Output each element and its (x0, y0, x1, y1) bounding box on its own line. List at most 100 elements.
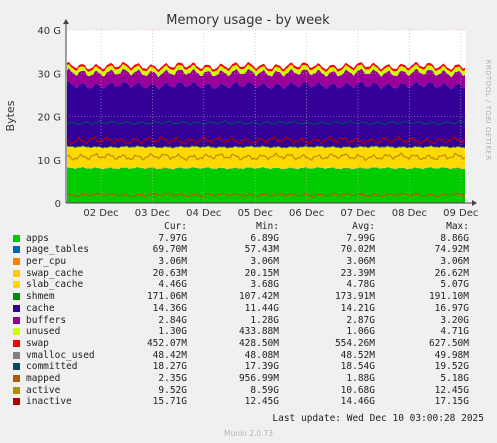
area-swap (67, 61, 465, 73)
legend-series-name: apps (26, 232, 49, 244)
line-active (66, 152, 466, 162)
legend-series-name: swap_cache (26, 267, 84, 279)
legend-max-value: 3.20G (440, 314, 469, 326)
legend-series-name: unused (26, 326, 61, 338)
legend-series-name: page_tables (26, 244, 89, 256)
legend-swatch (13, 386, 20, 394)
x-tick-label: 02 Dec (83, 208, 118, 219)
legend-cur-value: 3.06M (158, 256, 187, 268)
y-tick-label: 40 G (37, 26, 61, 37)
legend-avg-value: 3.06M (346, 256, 375, 268)
legend-max-value: 16.97G (434, 302, 469, 314)
legend-swatch (13, 339, 20, 347)
legend-row-committed: committed 18.27G 17.39G 18.54G 19.52G (13, 361, 489, 373)
legend-series-name: shmem (26, 291, 55, 303)
legend-min-value: 956.99M (238, 372, 279, 384)
area-apps (67, 167, 465, 203)
legend-avg-value: 18.54G (340, 361, 375, 373)
x-tick-label: 04 Dec (186, 208, 221, 219)
rrdtool-credit: RRDTOOL / TOBI OETIKER (484, 59, 492, 160)
y-tick-label: 20 G (37, 113, 61, 124)
legend-min-value: 3.68G (250, 279, 279, 291)
header-cur: Cur: (164, 221, 187, 232)
legend-swatch (13, 363, 20, 371)
legend-row-shmem: shmem 171.06M 107.42M 173.91M 191.10M (13, 291, 489, 303)
legend-row-buffers: buffers 2.84G 1.28G 2.87G 3.20G (13, 315, 489, 327)
legend-swatch (13, 269, 20, 277)
header-avg: Avg: (352, 221, 375, 232)
area-shmem (67, 145, 465, 149)
legend-max-value: 26.62M (434, 267, 469, 279)
legend-max-value: 49.98M (434, 349, 469, 361)
legend-max-value: 12.45G (434, 384, 469, 396)
legend-min-value: 12.45G (244, 396, 279, 408)
x-axis-arrow (472, 200, 477, 206)
legend-max-value: 627.50M (428, 337, 469, 349)
legend-series-name: slab_cache (26, 279, 84, 291)
y-tick-label: 0 (55, 199, 61, 210)
legend-series-name: inactive (26, 396, 72, 408)
legend-series-name: swap (26, 337, 49, 349)
legend-cur-value: 18.27G (152, 361, 187, 373)
legend-series-name: committed (26, 361, 78, 373)
legend-avg-value: 14.46G (340, 396, 375, 408)
legend-cur-value: 7.97G (158, 232, 187, 244)
legend-max-value: 3.06M (440, 256, 469, 268)
legend-row-swap: swap 452.07M 428.50M 554.26M 627.50M (13, 338, 489, 350)
legend-max-value: 191.10M (428, 291, 469, 303)
legend-cur-value: 69.70M (152, 244, 187, 256)
legend-min-value: 428.50M (238, 337, 279, 349)
legend-max-value: 4.71G (440, 326, 469, 338)
legend-series-name: buffers (26, 314, 67, 326)
legend-avg-value: 70.02M (340, 244, 375, 256)
legend-max-value: 5.18G (440, 372, 469, 384)
legend-row-mapped: mapped 2.35G 956.99M 1.88G 5.18G (13, 373, 489, 385)
line-inactive (66, 135, 466, 146)
legend-swatch (13, 246, 20, 254)
header-min: Min: (256, 221, 279, 232)
legend-header: Cur: Min: Avg: Max: (13, 221, 489, 233)
legend-row-inactive: inactive 15.71G 12.45G 14.46G 17.15G (13, 396, 489, 408)
legend-row-slab-cache: slab_cache 4.46G 3.68G 4.78G 5.07G (13, 279, 489, 291)
legend-swatch (13, 374, 20, 382)
legend-swatch (13, 316, 20, 324)
area-page-tables (67, 166, 465, 170)
legend-avg-value: 173.91M (334, 291, 375, 303)
legend-cur-value: 20.63M (152, 267, 187, 279)
legend-row-active: active 9.52G 8.59G 10.68G 12.45G (13, 385, 489, 397)
legend-cur-value: 2.84G (158, 314, 187, 326)
legend-series-name: per_cpu (26, 256, 67, 268)
legend-cur-value: 171.06M (146, 291, 187, 303)
legend-min-value: 8.59G (250, 384, 279, 396)
x-tick-label: 08 Dec (392, 208, 427, 219)
legend-swatch (13, 304, 20, 312)
legend-min-value: 11.44G (244, 302, 279, 314)
y-axis-label: Bytes (4, 100, 17, 131)
legend-min-value: 20.15M (244, 267, 279, 279)
x-tick-label: 09 Dec (443, 208, 478, 219)
legend-series-name: active (26, 384, 61, 396)
legend-row-apps: apps 7.97G 6.89G 7.99G 8.86G (13, 233, 489, 245)
legend-series-name: cache (26, 302, 55, 314)
legend-avg-value: 14.21G (340, 302, 375, 314)
legend-cur-value: 15.71G (152, 396, 187, 408)
legend-min-value: 57.43M (244, 244, 279, 256)
y-tick-label: 30 G (37, 69, 61, 80)
legend-max-value: 5.07G (440, 279, 469, 291)
legend-avg-value: 554.26M (334, 337, 375, 349)
legend-avg-value: 48.52M (340, 349, 375, 361)
header-max: Max: (446, 221, 469, 232)
legend-max-value: 74.92M (434, 244, 469, 256)
area-buffers (67, 68, 465, 90)
legend-swatch (13, 234, 20, 242)
plot-area: 0 10 G 20 G 30 G 40 G 02 Dec 03 Dec 04 Dec 05 De… (37, 19, 478, 219)
legend-cur-value: 48.42M (152, 349, 187, 361)
legend-swatch (13, 351, 20, 359)
legend-swatch (13, 398, 20, 406)
y-axis-arrow (63, 19, 69, 24)
munin-version: Munin 2.0.73 (223, 429, 274, 438)
legend-row-per-cpu: per_cpu 3.06M 3.06M 3.06M 3.06M (13, 256, 489, 268)
legend-series-name: vmalloc_used (26, 349, 95, 361)
legend-row-unused: unused 1.30G 433.88M 1.06G 4.71G (13, 326, 489, 338)
